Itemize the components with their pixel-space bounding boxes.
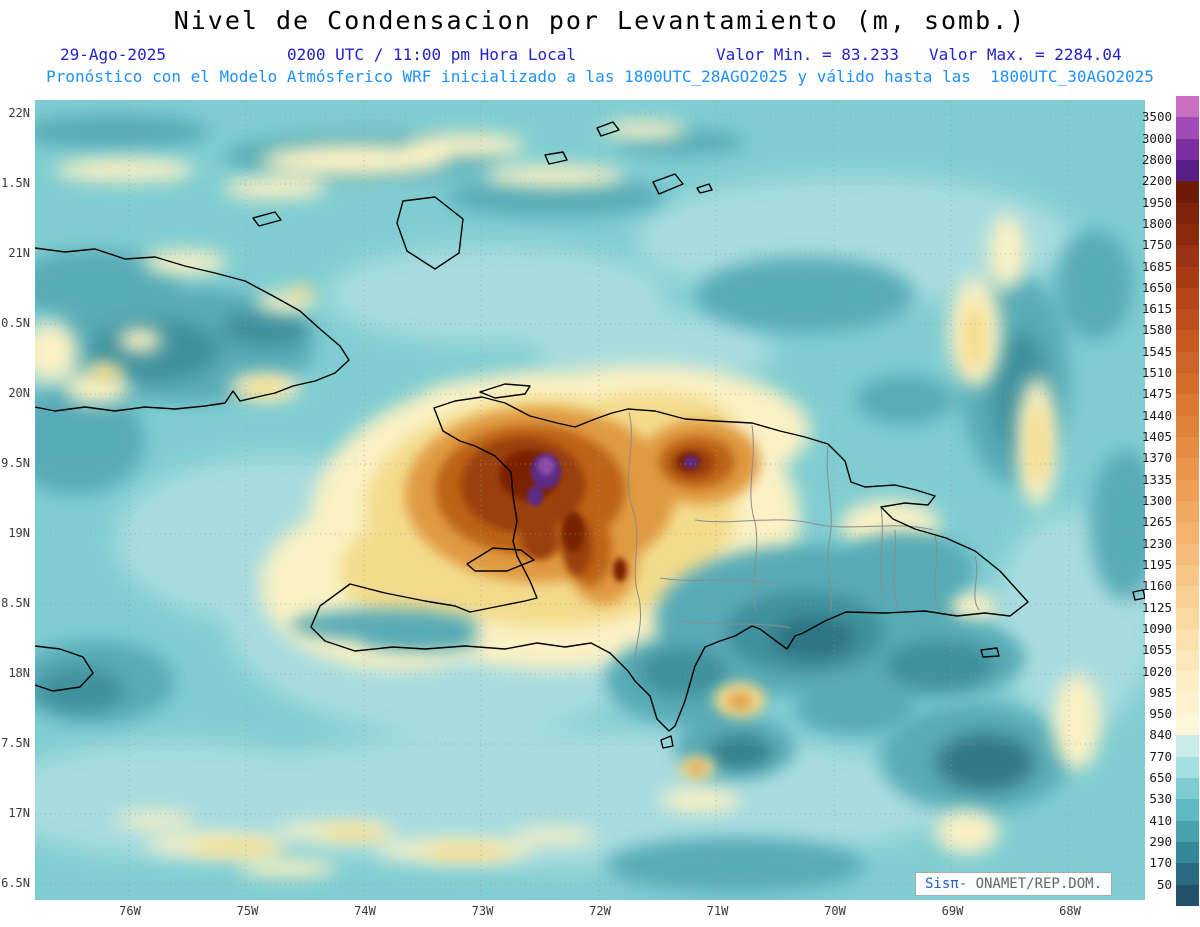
lat-tick-label: 8.5N [1, 596, 30, 610]
lon-tick-label: 69W [941, 904, 964, 918]
lon-tick-label: 73W [471, 904, 494, 918]
watermark-brand: Sisπ [925, 876, 959, 892]
lat-tick-label: 1.5N [1, 176, 30, 190]
coast-jamaica [35, 645, 94, 692]
coast-gonave [466, 547, 535, 572]
lon-tick-label: 75W [236, 904, 259, 918]
coast-mona [1132, 589, 1145, 601]
colorbar-segment [1176, 159, 1199, 182]
lat-tick-label: 18N [8, 666, 30, 680]
colorbar-segment [1176, 564, 1199, 587]
lon-tick-label: 72W [589, 904, 611, 918]
lat-tick-label: 6.5N [1, 876, 30, 890]
lat-tick-label: 22N [8, 106, 30, 120]
page-title: Nivel de Condensacion por Levantamiento … [173, 6, 1027, 35]
minmax-values: Valor Min. = 83.233 Valor Max. = 2284.04 [716, 45, 1122, 64]
watermark-org: - ONAMET/REP.DOM. [958, 876, 1103, 892]
coast-cuba [35, 247, 350, 412]
max-value-label: Valor Max. = 2284.04 [929, 45, 1122, 64]
coast-tortuga [479, 383, 531, 399]
min-value-label: Valor Min. = 83.233 [716, 45, 900, 64]
colorbar-segment [1176, 778, 1199, 800]
colorbar-segment [1176, 543, 1199, 565]
grid-lines [35, 100, 1145, 900]
colorbar-segment [1176, 181, 1199, 203]
map-canvas: Sisπ- ONAMET/REP.DOM. [35, 100, 1145, 900]
contour-purple-max [527, 453, 699, 506]
colorbar-segment [1176, 117, 1199, 139]
colorbar-segment [1176, 287, 1199, 310]
lon-tick-label: 70W [824, 904, 846, 918]
valid-time: 0200 UTC / 11:00 pm Hora Local [287, 45, 576, 64]
coast-turks-2 [652, 173, 684, 195]
coast-great-inagua [396, 196, 464, 270]
lon-tick-label: 74W [354, 904, 376, 918]
colorbar-segment [1176, 394, 1199, 416]
valid-date: 29-Ago-2025 [60, 45, 166, 64]
coast-cay-2 [544, 151, 568, 165]
lat-tick-label: 17N [8, 806, 30, 820]
colorbar-segment [1176, 330, 1199, 352]
colorbar-segment [1176, 841, 1199, 864]
meta-line: 29-Ago-2025 0200 UTC / 11:00 pm Hora Loc… [0, 45, 1200, 65]
colorbar-segment [1176, 735, 1199, 757]
lon-tick-label: 68W [1059, 904, 1081, 918]
lat-tick-label: 21N [8, 246, 30, 260]
colorbar-segment [1176, 437, 1199, 459]
province-borders [627, 411, 980, 671]
watermark: Sisπ- ONAMET/REP.DOM. [915, 872, 1113, 896]
coast-cay-1 [252, 211, 282, 227]
lon-tick-label: 76W [119, 904, 141, 918]
coast-hispaniola [310, 396, 1029, 732]
model-info-line: Pronóstico con el Modelo Atmósferico WRF… [46, 67, 1154, 86]
colorbar-segment [1176, 714, 1199, 736]
colorbar-segment [1176, 479, 1199, 501]
colorbar-segment [1176, 884, 1199, 906]
colorbar-segment [1176, 309, 1199, 331]
colorbar-segment [1176, 266, 1199, 288]
colorbar-segment [1176, 799, 1199, 821]
weather-map-svg [35, 100, 1145, 900]
lat-tick-label: 0.5N [1, 316, 30, 330]
colorbar-segment [1176, 628, 1199, 651]
lat-tick-label: 7.5N [1, 736, 30, 750]
colorbar-segment [1176, 522, 1199, 544]
coast-saona [980, 647, 1000, 658]
colorbar-segment [1176, 223, 1199, 246]
colorbar-segment [1176, 692, 1199, 715]
lat-tick-label: 20N [8, 386, 30, 400]
colorbar-segment [1176, 607, 1199, 629]
colorbar-segment [1176, 202, 1199, 224]
lat-tick-label: 9.5N [1, 456, 30, 470]
colorbar-segment [1176, 756, 1199, 778]
coast-turks-3 [696, 183, 713, 194]
colorbar-segment [1176, 415, 1199, 437]
colorbar-segment [1176, 671, 1199, 693]
colorbar-segment [1176, 373, 1199, 395]
colorbar-segment [1176, 500, 1199, 523]
colorbar-segment [1176, 96, 1199, 118]
colorbar-segment [1176, 138, 1199, 160]
colorbar [1176, 96, 1199, 906]
coastlines [35, 121, 1145, 749]
colorbar-segment [1176, 820, 1199, 842]
coast-turks-1 [596, 121, 620, 137]
colorbar-segment [1176, 586, 1199, 608]
colorbar-segment [1176, 650, 1199, 672]
coast-beata [660, 735, 674, 749]
lon-tick-label: 71W [706, 904, 729, 918]
colorbar-segment [1176, 351, 1199, 374]
lat-tick-label: 19N [8, 526, 30, 540]
colorbar-segment [1176, 458, 1199, 480]
colorbar-segment [1176, 245, 1199, 267]
colorbar-segment [1176, 863, 1199, 885]
